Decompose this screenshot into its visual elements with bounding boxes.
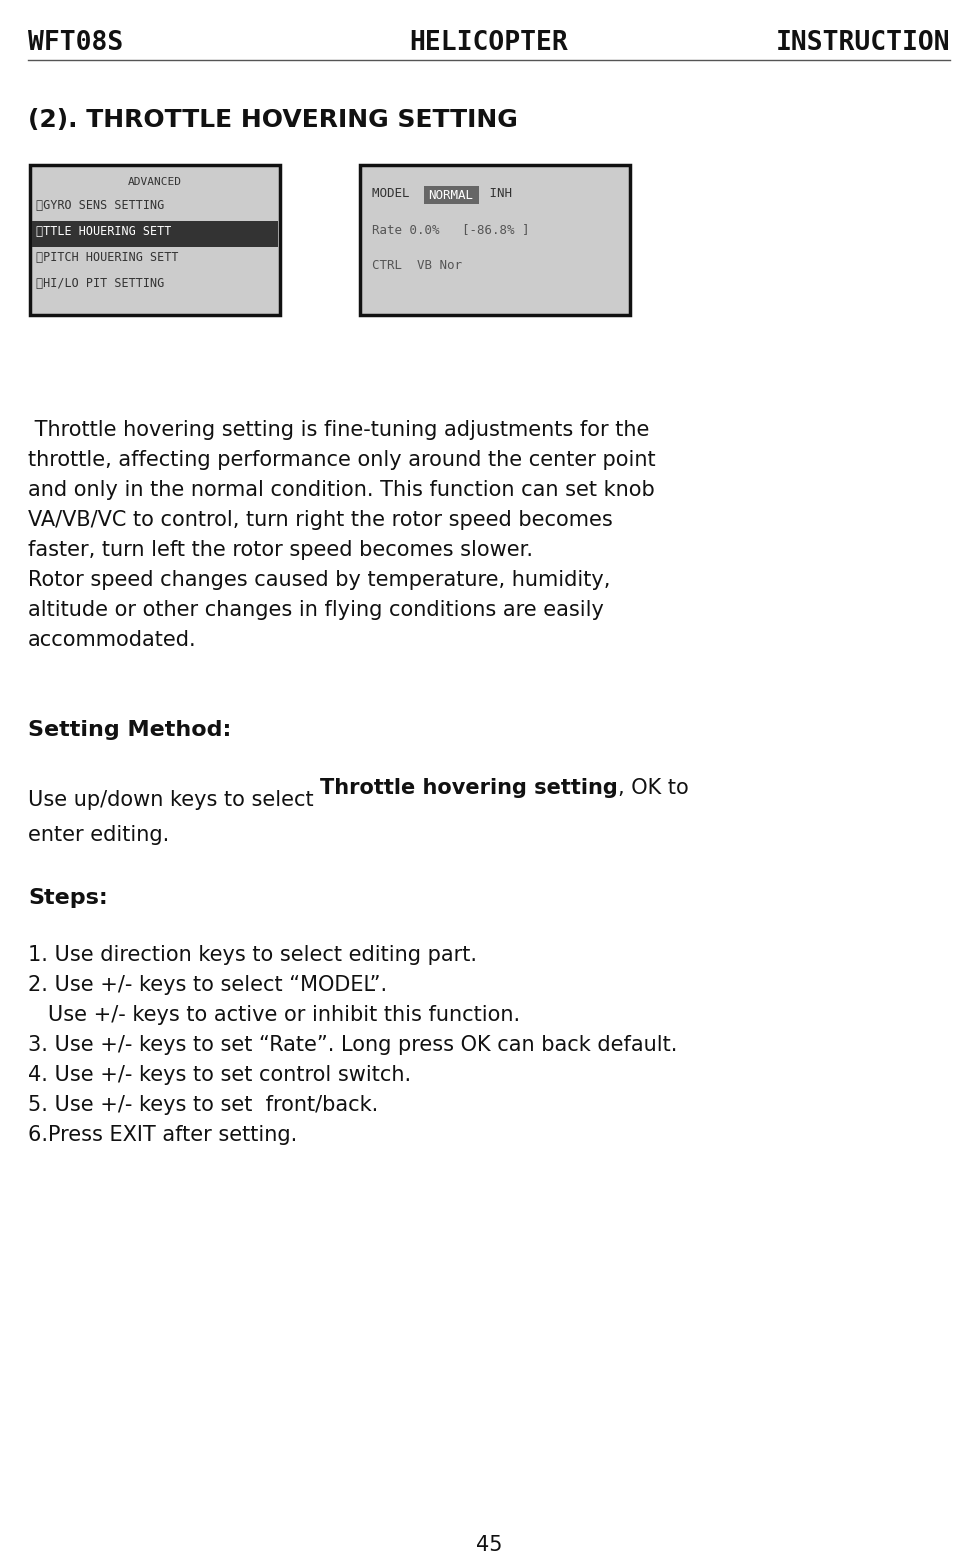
Text: NORMAL: NORMAL <box>428 188 473 202</box>
Text: accommodated.: accommodated. <box>28 630 196 651</box>
Text: INSTRUCTION: INSTRUCTION <box>775 30 949 56</box>
Text: INH: INH <box>482 187 512 201</box>
Text: Setting Method:: Setting Method: <box>28 720 232 740</box>
Text: MODEL: MODEL <box>371 187 416 201</box>
Text: Rotor speed changes caused by temperature, humidity,: Rotor speed changes caused by temperatur… <box>28 571 610 590</box>
Text: , OK to: , OK to <box>617 778 688 798</box>
Text: faster, turn left the rotor speed becomes slower.: faster, turn left the rotor speed become… <box>28 539 532 560</box>
Text: 45: 45 <box>475 1535 502 1555</box>
Text: 2. Use +/- keys to select “MODEL”.: 2. Use +/- keys to select “MODEL”. <box>28 975 387 996</box>
Text: altitude or other changes in flying conditions are easily: altitude or other changes in flying cond… <box>28 601 603 619</box>
Bar <box>30 165 279 315</box>
Text: enter editing.: enter editing. <box>28 825 169 845</box>
Text: Use +/- keys to active or inhibit this function.: Use +/- keys to active or inhibit this f… <box>28 1005 520 1025</box>
Text: VA/VB/VC to control, turn right the rotor speed becomes: VA/VB/VC to control, turn right the roto… <box>28 510 613 530</box>
Text: CTRL  VB Nor: CTRL VB Nor <box>371 259 461 271</box>
Text: Use up/down keys to select: Use up/down keys to select <box>28 790 319 811</box>
Text: Throttle hovering setting is fine-tuning adjustments for the: Throttle hovering setting is fine-tuning… <box>28 420 649 441</box>
Bar <box>424 187 479 204</box>
Text: Throttle hovering setting: Throttle hovering setting <box>319 778 617 798</box>
Text: Steps:: Steps: <box>28 887 107 908</box>
Bar <box>32 221 277 248</box>
Bar <box>360 165 629 315</box>
Text: ①GYRO SENS SETTING: ①GYRO SENS SETTING <box>36 199 164 212</box>
Text: ④HI/LO PIT SETTING: ④HI/LO PIT SETTING <box>36 278 164 290</box>
Text: ②TTLE HOUERING SETT: ②TTLE HOUERING SETT <box>36 224 171 238</box>
Text: WFT08S: WFT08S <box>28 30 123 56</box>
Text: 1. Use direction keys to select editing part.: 1. Use direction keys to select editing … <box>28 946 477 964</box>
Text: ③PITCH HOUERING SETT: ③PITCH HOUERING SETT <box>36 251 179 263</box>
Text: Rate 0.0%   [-86.8% ]: Rate 0.0% [-86.8% ] <box>371 223 529 237</box>
Text: throttle, affecting performance only around the center point: throttle, affecting performance only aro… <box>28 450 655 470</box>
Text: HELICOPTER: HELICOPTER <box>409 30 568 56</box>
Text: (2). THROTTLE HOVERING SETTING: (2). THROTTLE HOVERING SETTING <box>28 108 518 132</box>
Text: 4. Use +/- keys to set control switch.: 4. Use +/- keys to set control switch. <box>28 1065 410 1085</box>
Text: 5. Use +/- keys to set  front/back.: 5. Use +/- keys to set front/back. <box>28 1094 378 1115</box>
Text: 6.Press EXIT after setting.: 6.Press EXIT after setting. <box>28 1124 297 1145</box>
Text: and only in the normal condition. This function can set knob: and only in the normal condition. This f… <box>28 480 654 500</box>
Text: ADVANCED: ADVANCED <box>128 177 182 187</box>
Text: 3. Use +/- keys to set “Rate”. Long press OK can back default.: 3. Use +/- keys to set “Rate”. Long pres… <box>28 1035 677 1055</box>
